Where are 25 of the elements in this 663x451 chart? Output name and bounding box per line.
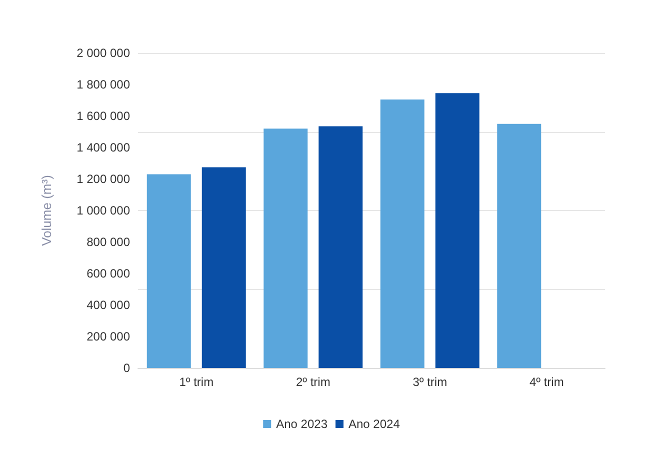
legend-label: Ano 2024 <box>348 417 400 431</box>
y-tick-label: 800 000 <box>86 235 130 249</box>
bar <box>146 174 191 368</box>
x-tick-label: 2º trim <box>296 375 330 389</box>
y-tick-label: 600 000 <box>86 266 130 280</box>
bar <box>380 99 424 368</box>
y-tick-label: 400 000 <box>86 298 130 312</box>
bar <box>318 126 363 368</box>
y-tick-label: 1 600 000 <box>76 109 130 123</box>
legend-label: Ano 2023 <box>276 417 328 431</box>
y-tick-label: 2 000 000 <box>76 46 130 60</box>
bar <box>202 167 246 368</box>
y-tick-label: 1 800 000 <box>76 78 130 92</box>
y-tick-label: 1 400 000 <box>76 140 130 154</box>
y-axis-title: Volume (m³) <box>39 175 54 246</box>
x-tick-label: 4º trim <box>529 375 564 389</box>
bar <box>497 124 542 368</box>
bar <box>435 93 480 368</box>
y-tick-label: 200 000 <box>86 330 130 344</box>
y-tick-label: 0 <box>123 361 130 375</box>
y-tick-label: 1 200 000 <box>76 172 130 186</box>
x-tick-label: 3º trim <box>412 375 448 389</box>
x-tick-label: 1º trim <box>179 375 214 389</box>
y-tick-label: 1 000 000 <box>76 204 130 218</box>
bar <box>264 128 308 368</box>
